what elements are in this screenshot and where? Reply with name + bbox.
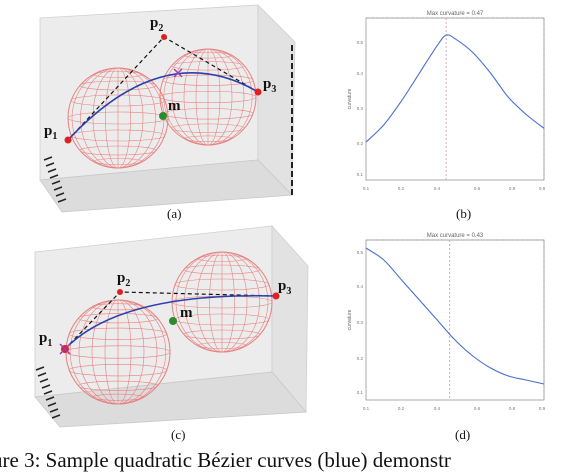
control-point-p2-c bbox=[117, 289, 123, 295]
curvature-line-b-0 bbox=[365, 34, 545, 143]
bezier-curve-c bbox=[64, 294, 277, 350]
scene-a-svg: p1 p2 p3 m bbox=[39, 4, 296, 213]
svg-text:p2: p2 bbox=[117, 270, 130, 289]
chart-title-b: Max curvature = 0.47 bbox=[427, 11, 484, 17]
panel-b-chart: Max curvature = 0.47 curvature 0.1 0.2 0… bbox=[340, 0, 560, 200]
label-m-a: m bbox=[168, 98, 181, 114]
bezier-curve-a bbox=[67, 72, 259, 141]
svg-text:p1: p1 bbox=[44, 123, 57, 142]
label-p3-c: p bbox=[278, 278, 286, 294]
panel-c-scene: p1 p2 p3 m bbox=[0, 222, 310, 430]
midpoint-m-c bbox=[169, 317, 177, 325]
subfigure-label-b: (b) bbox=[456, 206, 472, 221]
y-tick-b-2: 0.3 bbox=[357, 106, 364, 111]
svg-text:p2: p2 bbox=[150, 15, 163, 34]
control-point-p3-c bbox=[272, 292, 280, 300]
y-tick-d-4: 0.1 bbox=[357, 390, 364, 395]
control-point-p1-a bbox=[64, 136, 72, 144]
y-tick-d-0: 0.5 bbox=[357, 250, 364, 255]
label-p3-a: p bbox=[263, 76, 271, 92]
x-tick-d-2: 0.4 bbox=[434, 406, 441, 411]
y-axis-label-b: curvature bbox=[347, 88, 353, 109]
x-tick-b-4: 0.8 bbox=[509, 186, 516, 191]
x-tick-d-5: 0.9 bbox=[539, 406, 546, 411]
x-tick-b-5: 0.9 bbox=[539, 186, 546, 191]
label-p2-c: p bbox=[117, 270, 125, 286]
svg-text:p3: p3 bbox=[278, 278, 291, 297]
chart-d-svg: Max curvature = 0.43 curvature 0.1 0.2 0… bbox=[347, 233, 546, 411]
panel-d-chart: Max curvature = 0.43 curvature 0.1 0.2 0… bbox=[340, 224, 560, 422]
figure-caption: ure 3: Sample quadratic Bézier curves (b… bbox=[0, 449, 582, 474]
midpoint-m-a bbox=[159, 112, 167, 120]
y-tick-b-0: 0.5 bbox=[357, 40, 364, 45]
x-tick-d-1: 0.2 bbox=[398, 406, 405, 411]
scene-c-svg: p1 p2 p3 m bbox=[34, 224, 309, 428]
label-p1-a: p bbox=[44, 123, 52, 139]
x-tick-b-3: 0.6 bbox=[474, 186, 481, 191]
chart-b-svg: Max curvature = 0.47 curvature 0.1 0.2 0… bbox=[347, 11, 546, 191]
y-tick-b-1: 0.4 bbox=[357, 71, 364, 76]
svg-text:p3: p3 bbox=[263, 76, 276, 95]
max-curvature-marker-a bbox=[173, 68, 183, 78]
figure-caption-text: ure 3: Sample quadratic Bézier curves (b… bbox=[0, 449, 451, 472]
panel-a-scene: p1 p2 p3 m bbox=[0, 0, 300, 215]
control-point-p2-a bbox=[161, 34, 167, 40]
label-p2-a: p bbox=[150, 15, 158, 31]
subfigure-label-a: (a) bbox=[167, 206, 182, 221]
y-tick-d-2: 0.3 bbox=[357, 320, 364, 325]
curvature-line-d-0 bbox=[365, 247, 545, 385]
max-curvature-marker-c bbox=[59, 343, 71, 355]
x-tick-d-4: 0.8 bbox=[509, 406, 516, 411]
label-m-c: m bbox=[180, 305, 193, 321]
subfigure-label-c: (c) bbox=[171, 427, 186, 442]
plot-frame-b bbox=[365, 17, 545, 181]
plot-frame-d bbox=[365, 239, 545, 401]
chart-title-d: Max curvature = 0.43 bbox=[427, 233, 484, 239]
x-tick-d-0: 0.1 bbox=[363, 406, 370, 411]
x-tick-d-3: 0.6 bbox=[474, 406, 481, 411]
y-tick-b-4: 0.1 bbox=[357, 172, 364, 177]
y-tick-b-3: 0.2 bbox=[357, 141, 364, 146]
control-point-p3-a bbox=[254, 88, 262, 96]
subfigure-label-d: (d) bbox=[455, 427, 471, 442]
x-tick-b-1: 0.2 bbox=[398, 186, 405, 191]
y-axis-label-d: curvature bbox=[347, 309, 353, 330]
x-tick-b-2: 0.4 bbox=[434, 186, 441, 191]
y-tick-d-3: 0.2 bbox=[357, 356, 364, 361]
x-tick-b-0: 0.1 bbox=[363, 186, 370, 191]
y-tick-d-1: 0.4 bbox=[357, 284, 364, 289]
label-p1-c: p bbox=[39, 330, 47, 346]
svg-text:p1: p1 bbox=[39, 330, 52, 349]
